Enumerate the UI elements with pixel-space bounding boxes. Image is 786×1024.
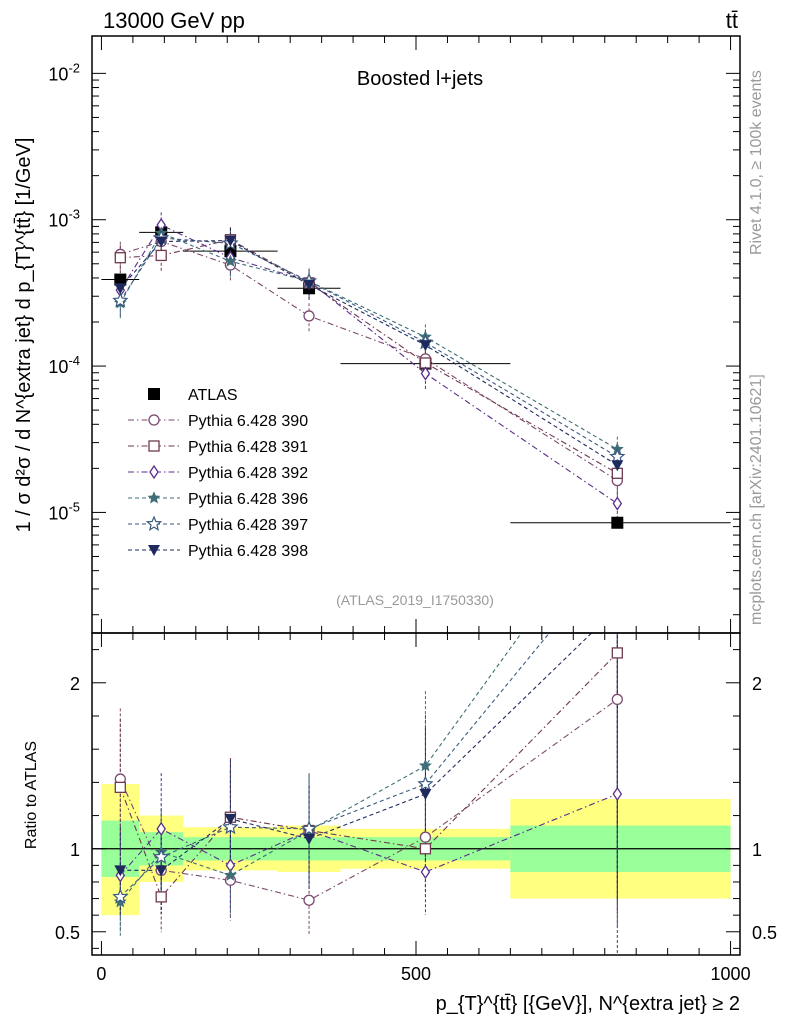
main-y-tick-label: 10-4 xyxy=(48,353,80,377)
ratio-y-tick-label: 1 xyxy=(70,840,80,860)
main-marker-1-3 xyxy=(303,310,315,322)
x-tick-label: 1000 xyxy=(711,964,751,984)
ratio-marker-1-0 xyxy=(114,781,126,794)
legend-label: Pythia 6.428 390 xyxy=(188,413,308,430)
ratio-marker-4-4 xyxy=(417,775,434,791)
rivet-label: Rivet 4.1.0, ≥ 100k events xyxy=(748,70,765,255)
ratio-marker-5-0 xyxy=(114,865,127,877)
ratio-marker-1-5 xyxy=(611,647,623,659)
x-axis-label: p_{T}^{tt̄} [{GeV}], N^{extra jet} ≥ 2 xyxy=(436,993,740,1015)
energy-label: 13000 GeV pp xyxy=(103,8,245,33)
main-marker-6-3 xyxy=(303,279,316,291)
main-marker-3-5 xyxy=(612,496,623,511)
main-series-line xyxy=(119,224,618,504)
analysis-label: (ATLAS_2019_I1750330) xyxy=(336,592,494,608)
main-series-line xyxy=(120,240,618,482)
main-marker-3-4 xyxy=(420,366,431,381)
main-y-tick-label: 10-2 xyxy=(48,60,80,84)
ratio-marker-4-0 xyxy=(112,888,129,904)
site-label: mcplots.cern.ch [arXiv:2401.10621] xyxy=(748,374,765,625)
ratio-marker-3-2 xyxy=(223,868,237,881)
ratio-y-axis-label: Ratio to ATLAS xyxy=(23,741,40,849)
legend-label: Pythia 6.428 396 xyxy=(188,491,308,508)
legend-marker xyxy=(149,464,159,480)
ratio-marker-0-4 xyxy=(419,831,432,843)
legend-marker xyxy=(145,515,163,531)
main-marker-2-1 xyxy=(155,249,167,262)
ratio-marker-5-3 xyxy=(303,833,316,845)
legend-label: ATLAS xyxy=(188,387,238,404)
ratio-series-line xyxy=(119,652,618,898)
legend-label: Pythia 6.428 392 xyxy=(188,465,308,482)
x-tick-label: 500 xyxy=(401,964,431,984)
main-marker-6-4 xyxy=(419,340,432,352)
ratio-marker-0-3 xyxy=(303,894,315,906)
ratio-marker-4-5 xyxy=(611,543,624,556)
ratio-y-tick-label-right: 1 xyxy=(752,840,762,860)
ratio-marker-1-1 xyxy=(155,891,167,903)
ratio-marker-2-4 xyxy=(420,864,431,880)
ratio-marker-3-0 xyxy=(113,895,127,908)
main-y-tick-label: 10-3 xyxy=(48,207,80,231)
main-series-line xyxy=(119,240,618,466)
legend-marker xyxy=(148,545,160,556)
main-marker-6-0 xyxy=(114,283,127,295)
ratio-marker-0-5 xyxy=(611,693,623,706)
legend-marker xyxy=(147,491,161,504)
ratio-marker-4-3 xyxy=(300,820,318,836)
main-series-line xyxy=(120,239,618,474)
main-series-line xyxy=(119,232,618,450)
main-marker-0-0 xyxy=(114,273,127,286)
main-marker-6-1 xyxy=(155,236,168,248)
legend-label: Pythia 6.428 397 xyxy=(188,517,308,534)
legend-marker xyxy=(148,388,160,400)
legend-marker xyxy=(148,440,160,452)
ratio-y-tick-label-right: 0.5 xyxy=(752,923,777,943)
main-y-axis-label: 1 / σ d²σ / d N^{extra jet} d p_{T}^{tt̄… xyxy=(13,138,35,533)
ratio-marker-5-2 xyxy=(224,813,237,825)
ratio-y-tick-label: 0.5 xyxy=(55,923,80,943)
ratio-series-line xyxy=(119,633,523,903)
main-series-line xyxy=(119,237,618,458)
ratio-marker-5-1 xyxy=(155,865,168,877)
ratio-y-tick-label: 2 xyxy=(70,674,80,694)
ratio-marker-2-5 xyxy=(612,786,623,802)
process-label: tt̄ xyxy=(726,8,738,33)
ratio-marker-4-1 xyxy=(152,848,170,864)
legend-label: Pythia 6.428 398 xyxy=(188,543,308,560)
main-marker-6-5 xyxy=(611,460,624,472)
ratio-marker-4-2 xyxy=(222,818,239,835)
main-marker-2-0 xyxy=(114,252,126,264)
ratio-y-tick-label-right: 2 xyxy=(752,674,762,694)
ratio-marker-5-5 xyxy=(611,603,623,614)
ratio-panel-frame xyxy=(91,632,741,956)
x-tick-label: 0 xyxy=(96,964,106,984)
main-y-tick-label: 10-5 xyxy=(48,499,80,523)
legend-label: Pythia 6.428 391 xyxy=(188,439,308,456)
legend: ATLAS Pythia 6.428 390 Pythia 6.428 391 Pyt… xyxy=(128,387,308,560)
ratio-series-line xyxy=(119,633,550,898)
ratio-marker-2-1 xyxy=(156,821,166,837)
ratio-marker-1-4 xyxy=(419,843,432,855)
main-marker-4-2 xyxy=(223,254,237,267)
main-marker-5-5 xyxy=(609,448,626,464)
ratio-marker-3-4 xyxy=(418,759,432,772)
main-marker-0-5 xyxy=(611,516,624,529)
main-marker-6-2 xyxy=(224,235,237,247)
legend-marker xyxy=(148,414,160,426)
ratio-marker-5-4 xyxy=(419,789,432,800)
main-title: Boosted l+jets xyxy=(357,68,483,90)
main-marker-5-0 xyxy=(112,292,129,308)
